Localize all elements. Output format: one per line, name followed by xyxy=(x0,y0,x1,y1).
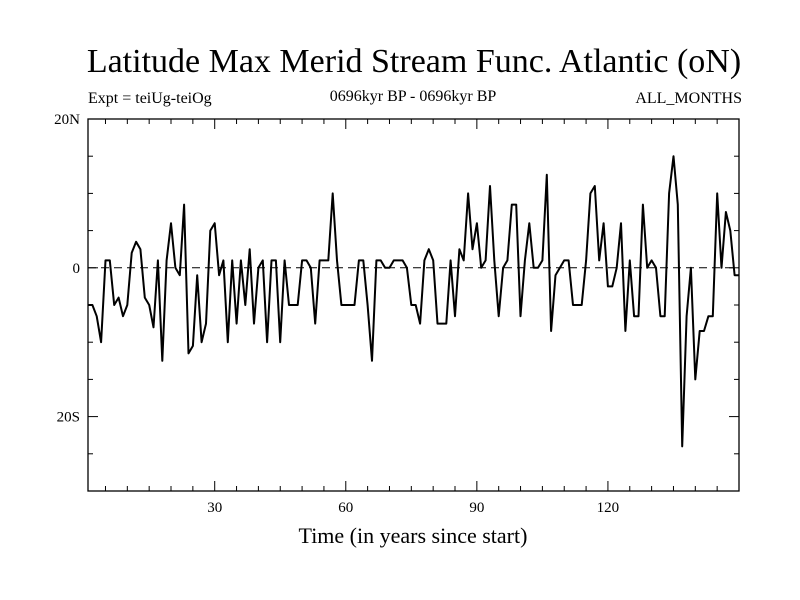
x-axis-label: Time (in years since start) xyxy=(298,523,528,548)
y-tick-label: 20S xyxy=(57,410,80,426)
x-ticks: 30 60 90 120 xyxy=(104,119,740,516)
series-line xyxy=(88,155,739,448)
x-tick-label: 30 xyxy=(207,500,222,516)
experiment-label: Expt = teiUg-teiOg xyxy=(88,90,212,107)
plot-frame xyxy=(87,118,740,492)
period-label: 0696kyr BP - 0696kyr BP xyxy=(329,88,497,105)
y-tick-label: 0 xyxy=(73,261,81,277)
months-label: ALL_MONTHS xyxy=(635,90,742,107)
y-ticks: 20N 0 20S xyxy=(54,112,739,492)
y-tick-label: 20N xyxy=(54,112,80,128)
x-tick-label: 60 xyxy=(338,500,353,516)
chart-title: Latitude Max Merid Stream Func. Atlantic… xyxy=(86,43,742,80)
x-tick-label: 90 xyxy=(469,500,484,516)
x-tick-label: 120 xyxy=(597,500,620,516)
